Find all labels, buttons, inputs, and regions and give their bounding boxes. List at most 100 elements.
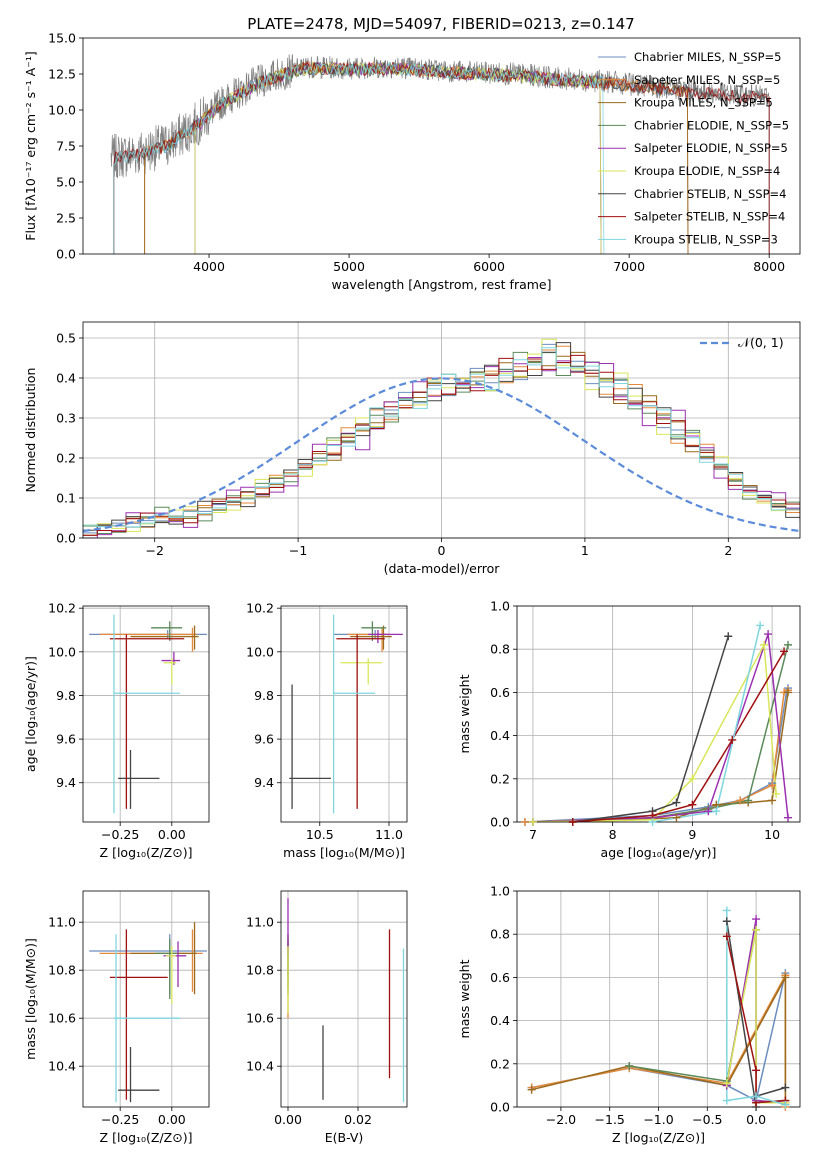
histogram-kroupa-miles xyxy=(83,351,800,536)
histogram-kroupa-stelib xyxy=(83,347,800,528)
weight-marker-kroupa-miles xyxy=(672,813,681,822)
x-tick-label: 10 xyxy=(764,827,780,842)
weight-marker-chabrier-stelib xyxy=(672,798,681,807)
x-tick-label: 7 xyxy=(529,827,537,842)
y-tick-label: 10.2 xyxy=(48,601,76,616)
x-tick-label: −0.5 xyxy=(692,1112,722,1127)
y-tick-label: 0.5 xyxy=(56,331,76,346)
legend-entry-gaussian: 𝒩(0, 1) xyxy=(738,335,784,350)
y-tick-label: 9.8 xyxy=(254,688,274,703)
weight-marker-kroupa-stelib xyxy=(756,621,765,630)
x-axis-label: (data-model)/error xyxy=(384,561,501,576)
weight-marker-salpeter-stelib xyxy=(568,818,577,826)
y-tick-label: 10.8 xyxy=(246,963,274,978)
weight-marker-kroupa-stelib xyxy=(781,1100,790,1109)
x-tick-label: −1.0 xyxy=(643,1112,673,1127)
weight-line-kroupa-stelib xyxy=(652,625,761,822)
x-tick-label: 0.00 xyxy=(158,1112,186,1127)
y-tick-label: 5.0 xyxy=(56,175,76,190)
histogram-salpeter-stelib xyxy=(83,354,800,536)
x-tick-label: −1 xyxy=(289,543,307,558)
weight-marker-salpeter-elodie xyxy=(704,807,713,816)
y-tick-label: 10.6 xyxy=(246,1011,274,1026)
x-axis-label: age [log₁₀(age/yr)] xyxy=(601,845,717,860)
y-tick-label: 2.5 xyxy=(56,211,76,226)
weight-marker-kroupa-stelib xyxy=(752,1092,761,1101)
axes-frame xyxy=(280,605,408,823)
weight-marker-kroupa-miles xyxy=(527,1085,536,1094)
x-tick-label: 5000 xyxy=(333,259,365,274)
axes-frame xyxy=(280,890,408,1108)
weight-marker-salpeter-stelib xyxy=(722,932,731,941)
legend-entry-kroupa-elodie: Kroupa ELODIE, N_SSP=4 xyxy=(634,164,780,178)
legend-entry-salpeter-stelib: Salpeter STELIB, N_SSP=4 xyxy=(634,210,785,224)
legend: 𝒩(0, 1) xyxy=(700,335,784,350)
panel-age-vs-mass: 10.5 11.0 9.4 9.6 9.8 10.0 10.2 mass [log₁₀(M/M… xyxy=(246,601,408,860)
weight-marker-chabrier-stelib xyxy=(781,1083,790,1092)
x-axis-label: Z [log₁₀(Z/Z⊙)] xyxy=(100,845,193,860)
histogram-chabrier-miles xyxy=(83,343,800,534)
x-tick-label: 10.5 xyxy=(306,827,334,842)
y-axis-label: Flux [fλ10⁻¹⁷ erg cm⁻² s⁻¹ A⁻¹] xyxy=(23,51,38,240)
panel-residual-histogram: −2 −1 0 1 2 0.0 0.1 0.2 0.3 0.4 0.5 (data-model)/er… xyxy=(23,321,801,576)
y-tick-label: 0.2 xyxy=(56,451,76,466)
axes-frame xyxy=(82,605,210,823)
y-tick-label: 11.0 xyxy=(48,915,76,930)
x-tick-label: 0.0 xyxy=(746,1112,766,1127)
axes-frame xyxy=(82,890,210,1108)
y-tick-label: 9.4 xyxy=(56,775,76,790)
weight-line-kroupa-stelib xyxy=(726,910,786,1106)
weight-marker-salpeter-miles xyxy=(520,818,529,826)
weight-marker-kroupa-miles xyxy=(784,688,793,697)
weight-marker-salpeter-stelib xyxy=(752,1066,761,1075)
y-tick-label: 0.4 xyxy=(56,371,76,386)
legend-entry-chabrier-miles: Chabrier MILES, N_SSP=5 xyxy=(634,50,781,64)
x-tick-label: 6000 xyxy=(473,259,505,274)
weight-marker-salpeter-elodie xyxy=(752,915,761,924)
legend: Chabrier MILES, N_SSP=5 Salpeter MILES, N… xyxy=(598,50,789,246)
weight-marker-kroupa-elodie xyxy=(752,925,761,934)
y-tick-label: 0.1 xyxy=(56,491,76,506)
model-chabrier-miles xyxy=(144,61,689,254)
x-tick-label: 0.02 xyxy=(344,1112,372,1127)
x-tick-label: −0.25 xyxy=(101,1112,139,1127)
axes-frame xyxy=(516,890,801,1108)
y-tick-label: 0.6 xyxy=(490,685,510,700)
y-axis-label: mass weight xyxy=(457,959,472,1038)
weight-marker-salpeter-stelib xyxy=(688,800,697,809)
panel-mass-vs-Z: −0.25 0.00 10.4 10.6 10.8 11.0 Z [log₁₀(Z/Z⊙)]… xyxy=(23,890,210,1145)
y-tick-label: 1.0 xyxy=(490,599,510,614)
axes-frame xyxy=(82,321,801,539)
weight-marker-chabrier-stelib xyxy=(724,632,733,641)
weight-marker-salpeter-miles xyxy=(768,781,777,790)
axes-frame xyxy=(516,605,801,823)
weight-marker-chabrier-elodie xyxy=(784,640,793,649)
legend-entry-salpeter-miles: Salpeter MILES, N_SSP=5 xyxy=(634,73,780,87)
weight-marker-kroupa-stelib xyxy=(722,1096,731,1105)
weight-marker-kroupa-stelib xyxy=(712,807,721,816)
y-tick-label: 15.0 xyxy=(48,31,76,46)
plot-area xyxy=(89,922,207,1103)
plot-area xyxy=(289,614,403,814)
x-tick-label: 0.00 xyxy=(274,1112,302,1127)
y-tick-label: 10.0 xyxy=(48,644,76,659)
y-tick-label: 10.8 xyxy=(48,963,76,978)
panel-mass-vs-EBV: 0.00 0.02 10.4 10.6 10.8 11.0 E(B-V) xyxy=(246,890,408,1145)
weight-marker-chabrier-elodie xyxy=(625,1061,634,1070)
legend-entry-kroupa-miles: Kroupa MILES, N_SSP=5 xyxy=(634,96,773,110)
weight-marker-salpeter-miles xyxy=(736,796,745,805)
x-tick-label: −2.0 xyxy=(546,1112,576,1127)
weight-line-chabrier-stelib xyxy=(572,635,730,822)
weight-marker-kroupa-stelib xyxy=(648,818,657,826)
histogram-kroupa-elodie xyxy=(83,338,800,532)
y-tick-label: 0.4 xyxy=(490,1013,510,1028)
plot-area xyxy=(89,614,207,814)
y-axis-label: Normed distribution xyxy=(23,368,38,493)
x-tick-label: 0.00 xyxy=(158,827,186,842)
legend-entry-salpeter-elodie: Salpeter ELODIE, N_SSP=5 xyxy=(634,141,788,155)
panel-age-vs-Z: −0.25 0.00 9.4 9.6 9.8 10.0 10.2 Z [log₁₀(Z/Z⊙)… xyxy=(23,601,210,860)
plot-area xyxy=(287,898,405,1103)
weight-marker-salpeter-stelib xyxy=(728,735,737,744)
x-tick-label: 1 xyxy=(581,543,589,558)
x-axis-label: wavelength [Angstrom, rest frame] xyxy=(331,277,551,292)
